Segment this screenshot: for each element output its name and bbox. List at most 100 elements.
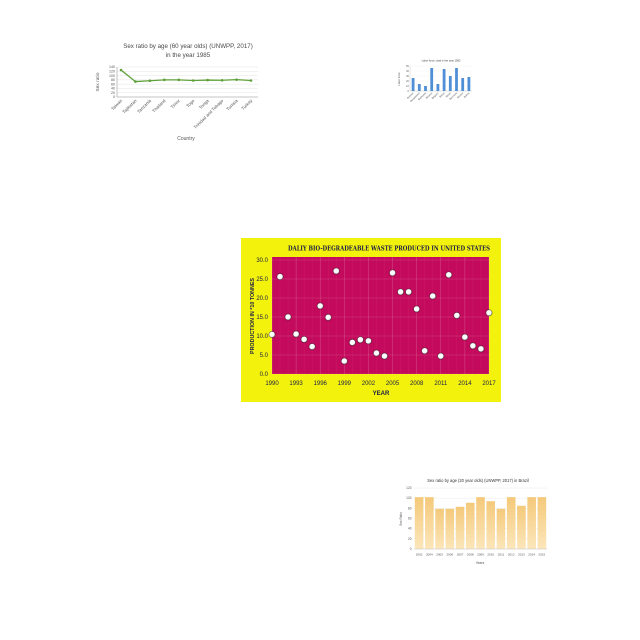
y-tick-label: 120 bbox=[406, 486, 412, 490]
bar bbox=[430, 68, 434, 91]
data-point bbox=[421, 347, 428, 355]
x-axis-label: Country bbox=[177, 136, 195, 142]
data-point bbox=[163, 78, 166, 82]
y-tick-label: 50 bbox=[406, 65, 409, 68]
x-tick-label: 2011 bbox=[498, 553, 505, 557]
x-tick-label: Bermuda bbox=[449, 91, 458, 100]
data-point bbox=[300, 336, 308, 343]
bar bbox=[455, 506, 465, 549]
data-point bbox=[413, 305, 420, 313]
x-axis-label: YEAR bbox=[373, 391, 390, 397]
data-point bbox=[397, 288, 404, 296]
data-point bbox=[177, 78, 181, 82]
y-tick-label: 100 bbox=[406, 496, 412, 500]
y-tick-label: 10 bbox=[406, 85, 409, 88]
bar bbox=[411, 78, 415, 91]
y-tick-label: 30.0 bbox=[256, 258, 268, 264]
data-point bbox=[249, 79, 253, 82]
bar-chart-sex-ratio-brazil: Sex ratio by age (20 year olds) (UNWPP, … bbox=[399, 478, 547, 565]
bar bbox=[496, 508, 506, 549]
x-tick-label: 2002 bbox=[416, 553, 423, 557]
x-tick-label: Timor bbox=[170, 98, 182, 110]
bar-chart-small: Labor force, total in the year 1982 0 10 20… bbox=[397, 59, 472, 103]
x-tick-label: Taiwan bbox=[110, 98, 124, 112]
y-tick-label: 30 bbox=[406, 75, 409, 78]
x-tick-label: 2007 bbox=[457, 553, 464, 557]
x-tick-label: Bahrain bbox=[407, 91, 415, 99]
y-tick-label: 0 bbox=[410, 547, 412, 551]
y-tick-label: 15.0 bbox=[256, 315, 268, 321]
x-tick-label: 1990 bbox=[265, 381, 279, 387]
y-tick-label: 60 bbox=[408, 517, 412, 521]
data-point bbox=[389, 269, 396, 277]
x-tick-label: 2012 bbox=[508, 553, 515, 557]
data-point bbox=[485, 309, 493, 317]
x-tick-label: Belgium bbox=[431, 92, 439, 100]
x-tick-label: Barbados bbox=[418, 91, 428, 101]
data-point bbox=[477, 345, 485, 353]
y-tick-label: 80 bbox=[408, 506, 412, 510]
data-point bbox=[357, 336, 364, 343]
bar bbox=[436, 84, 440, 91]
data-point bbox=[134, 80, 137, 83]
y-tick-label: 60 bbox=[111, 82, 115, 86]
y-tick-label: 40 bbox=[408, 527, 412, 531]
x-tick-label: 2005 bbox=[436, 553, 443, 557]
data-point bbox=[206, 78, 209, 82]
y-tick-label: 0 bbox=[113, 95, 115, 99]
x-tick-label: Belarus bbox=[425, 91, 433, 99]
x-tick-label: 2011 bbox=[434, 381, 448, 387]
x-tick-label: 1996 bbox=[314, 381, 328, 387]
x-tick-label: 2013 bbox=[518, 553, 525, 557]
x-tick-label: 2017 bbox=[482, 381, 496, 387]
data-point bbox=[341, 357, 348, 365]
bar bbox=[537, 497, 547, 549]
y-tick-label: 0.0 bbox=[260, 372, 269, 378]
x-tick-label: Bhutan bbox=[457, 91, 465, 99]
bar bbox=[435, 508, 444, 549]
chart-title: DALIY BIO-DEGRADEABLE WASTE PRODUCED IN … bbox=[288, 246, 490, 253]
y-tick-label: 40 bbox=[111, 87, 115, 91]
x-tick-label: 2002 bbox=[362, 381, 376, 387]
x-tick-label: 1993 bbox=[289, 381, 303, 387]
plot-area bbox=[272, 257, 489, 374]
data-point bbox=[191, 79, 195, 82]
data-point bbox=[292, 330, 300, 338]
y-tick-label: 100 bbox=[109, 74, 115, 78]
bar bbox=[455, 68, 458, 91]
x-tick-label: Thailand bbox=[151, 98, 167, 114]
y-tick-label: 20 bbox=[406, 80, 409, 83]
x-tick-label: 2014 bbox=[528, 553, 535, 557]
y-axis-label: Sex Ratio bbox=[399, 512, 403, 526]
x-tick-label: 2004 bbox=[426, 553, 433, 557]
x-tick-label: 2006 bbox=[446, 553, 453, 557]
data-point bbox=[405, 288, 412, 296]
y-axis-label: PRODUCTION IN *10 TONNES bbox=[250, 278, 256, 354]
data-point bbox=[235, 78, 238, 81]
x-tick-label: 2015 bbox=[539, 553, 546, 557]
x-tick-label: Bolivia bbox=[463, 91, 471, 99]
x-tick-label: Bangladesh bbox=[410, 91, 422, 103]
bar bbox=[476, 497, 485, 549]
bar bbox=[417, 84, 421, 91]
y-tick-label: 20 bbox=[408, 537, 412, 541]
data-point bbox=[373, 349, 380, 357]
series-line bbox=[120, 69, 252, 83]
bar bbox=[517, 505, 526, 549]
y-tick-label: 140 bbox=[109, 65, 115, 69]
bar bbox=[445, 508, 455, 549]
x-tick-label: 2008 bbox=[467, 553, 474, 557]
x-tick-label: Turkey bbox=[240, 98, 253, 111]
y-tick-label: 5.0 bbox=[260, 353, 269, 359]
x-tick-label: Tonga bbox=[198, 98, 210, 110]
x-tick-label: 2014 bbox=[458, 381, 472, 387]
data-point bbox=[220, 78, 224, 82]
x-tick-label: 2005 bbox=[386, 381, 400, 387]
bar bbox=[486, 501, 496, 549]
bar bbox=[467, 77, 471, 91]
y-tick-label: 10.0 bbox=[256, 334, 268, 340]
chart-title: Sex ratio by age (60 year olds) (UNWPP, … bbox=[123, 43, 253, 59]
